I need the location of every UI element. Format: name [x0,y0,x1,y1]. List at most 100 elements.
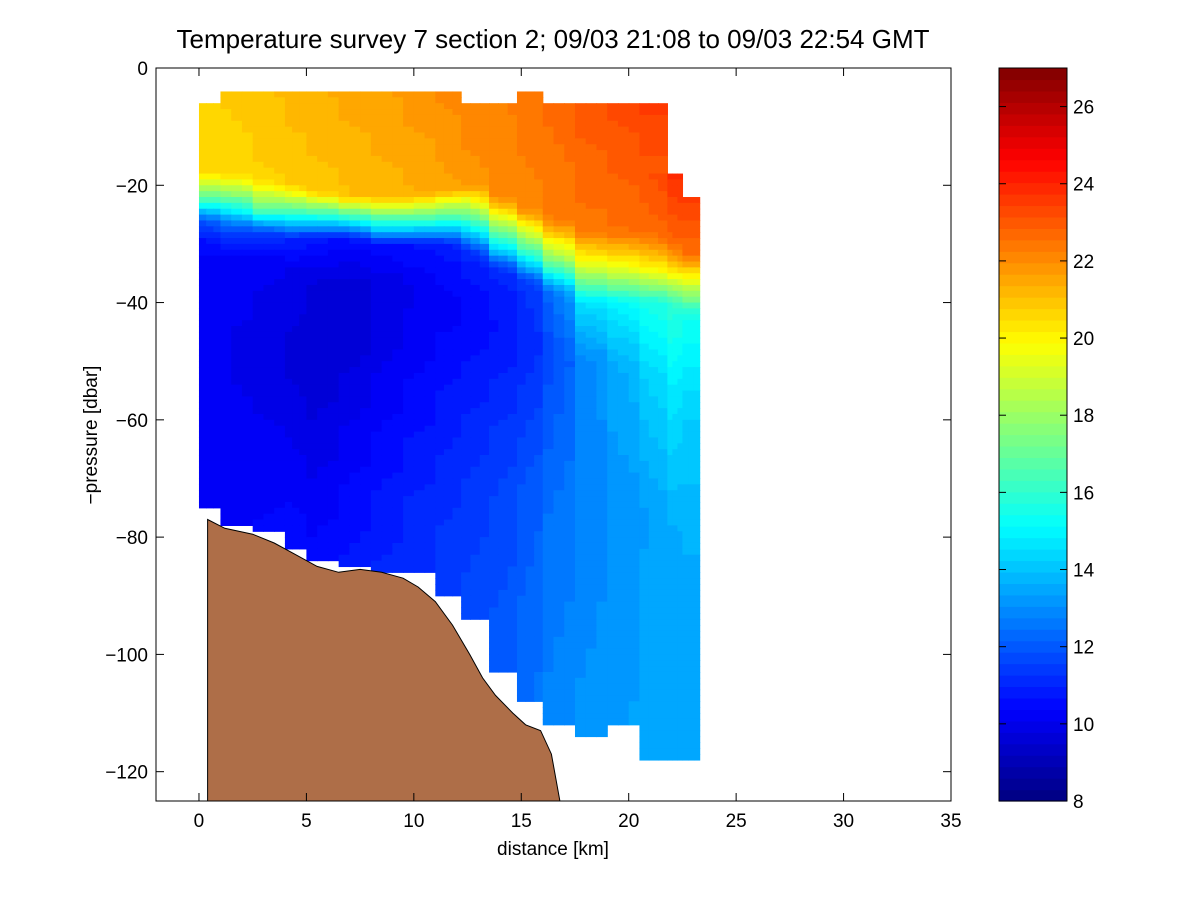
field-cell [617,343,630,351]
field-cell [553,666,565,673]
field-cell [682,472,689,480]
field-cell [327,449,340,456]
field-cell [596,232,608,239]
colorbar-band [999,766,1067,779]
field-cell [381,185,393,192]
field-cell [648,742,659,749]
field-cell [525,507,535,515]
field-cell [241,308,254,315]
field-cell [413,378,426,386]
field-cell [498,279,509,286]
field-cell [516,531,527,538]
field-cell [688,519,695,526]
field-cell [677,326,684,333]
field-cell [542,507,555,515]
field-cell [628,161,641,169]
field-cell [639,736,650,743]
field-cell [370,349,383,356]
field-cell [525,396,535,403]
field-cell [498,255,509,263]
field-cell [413,144,426,151]
field-cell [617,243,630,251]
field-cell [498,132,509,139]
field-cell [596,701,608,708]
field-cell [542,202,555,210]
field-cell [213,243,222,251]
field-cell [284,425,293,433]
field-cell [682,695,689,702]
field-cell [525,443,535,450]
field-cell [284,390,293,397]
field-cell [252,284,265,292]
field-cell [607,361,619,368]
field-cell [564,460,576,468]
field-cell [213,355,222,362]
field-cell [299,372,307,380]
field-cell [639,584,650,591]
field-cell [648,736,659,743]
field-cell [534,273,544,280]
field-cell [327,478,340,485]
colorbar-band [999,216,1067,229]
field-cell [306,484,318,491]
field-cell [241,507,254,515]
field-cell [564,619,576,626]
field-cell [461,155,472,163]
field-cell [617,161,630,169]
field-cell [360,243,372,251]
field-cell [413,449,426,456]
field-cell [693,249,701,257]
field-cell [677,238,684,245]
field-cell [688,261,695,268]
field-cell [327,126,340,134]
field-cell [628,484,641,491]
field-cell [392,197,404,204]
field-cell [617,560,630,568]
field-cell [639,466,650,474]
field-cell [443,408,454,415]
field-cell [564,279,576,286]
field-cell [648,390,659,397]
field-cell [553,695,565,702]
field-cell [299,537,307,544]
field-cell [667,431,673,439]
field-cell [252,419,265,427]
field-column [639,103,668,761]
field-cell [525,214,535,222]
field-cell [327,273,340,280]
field-cell [617,126,630,134]
field-cell [317,413,329,421]
colorbar-bands [999,68,1067,802]
field-cell [338,284,350,292]
field-cell [564,554,576,562]
field-cell [231,460,243,468]
field-cell [349,138,361,145]
field-cell [574,572,587,579]
field-cell [498,548,509,556]
colorbar-band [999,560,1067,573]
field-cell [317,449,329,456]
field-cell [639,601,650,609]
field-cell [292,443,300,450]
field-cell [413,384,426,392]
field-cell [392,496,404,503]
field-cell [607,572,619,579]
field-cell [677,478,684,485]
field-cell [413,367,426,374]
field-cell [284,185,293,192]
field-cell [349,525,361,532]
field-cell [516,548,527,556]
field-cell [574,255,587,263]
field-cell [284,331,293,339]
field-cell [443,384,454,392]
field-cell [231,337,243,345]
field-cell [470,331,481,339]
field-cell [516,390,527,397]
field-cell [461,548,472,556]
field-cell [516,232,527,239]
field-cell [682,666,689,673]
field-cell [658,290,668,298]
field-cell [349,302,361,310]
field-cell [338,355,350,362]
field-cell [274,150,286,157]
